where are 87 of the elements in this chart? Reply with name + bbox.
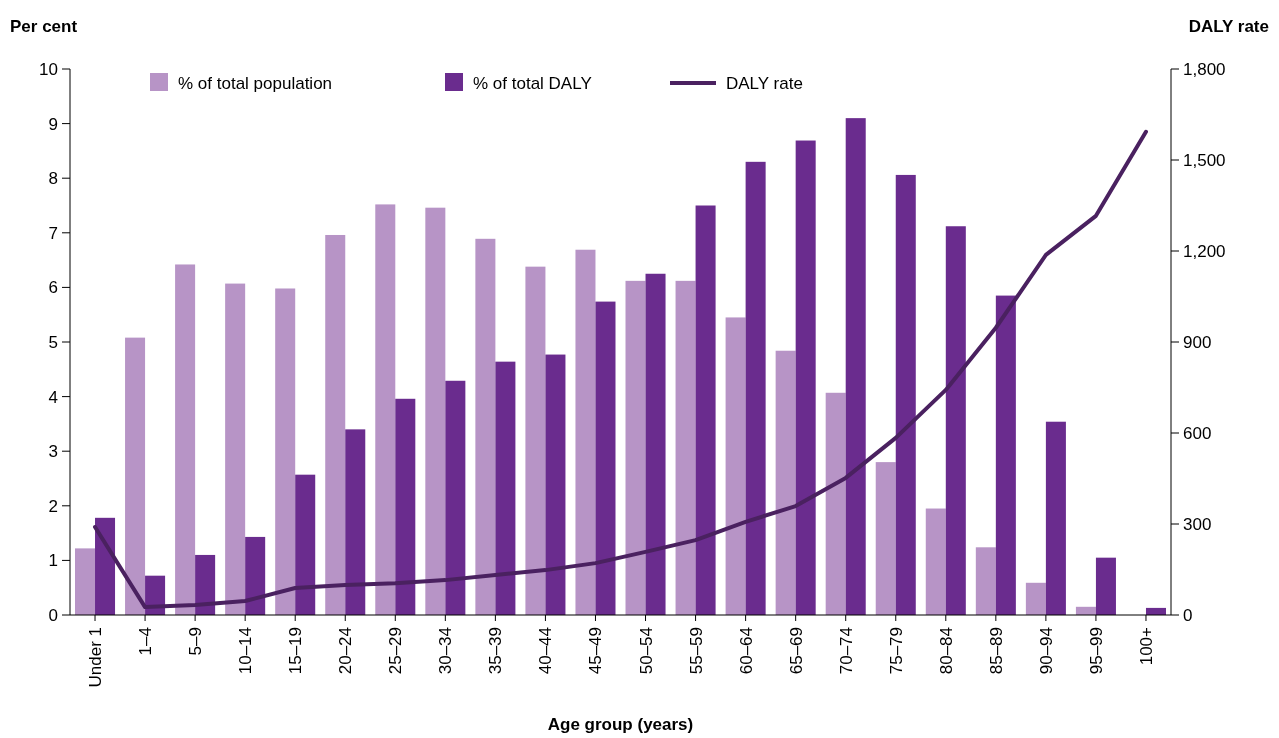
bar — [575, 249, 596, 615]
bar — [195, 554, 216, 615]
y2-tick-label: 300 — [1183, 514, 1212, 534]
x-tick-label: 30–34 — [436, 627, 456, 675]
x-tick-label: 10–14 — [236, 627, 256, 675]
x-tick-label: 65–69 — [786, 627, 806, 675]
x-tick-label: 35–39 — [486, 627, 506, 675]
bar — [595, 301, 616, 615]
bar — [1045, 421, 1066, 615]
bar — [495, 361, 516, 615]
bar — [275, 288, 296, 615]
y-tick-label: 6 — [48, 278, 58, 298]
bar — [425, 207, 446, 615]
bar — [725, 317, 746, 615]
x-tick-label: 60–64 — [736, 627, 756, 675]
bar — [345, 429, 366, 615]
x-tick-label: 1–4 — [136, 627, 156, 656]
x-tick-label: 25–29 — [386, 627, 406, 675]
bar — [645, 273, 666, 615]
y2-tick-label: 600 — [1183, 423, 1212, 443]
legend-label: % of total population — [178, 73, 333, 93]
x-tick-label: 45–49 — [586, 627, 606, 675]
legend-label: DALY rate — [726, 73, 803, 93]
bar — [625, 280, 646, 615]
y2-tick-label: 1,500 — [1183, 150, 1226, 170]
bar — [375, 204, 396, 615]
x-tick-label: 5–9 — [186, 627, 206, 656]
x-axis-title: Age group (years) — [547, 715, 694, 734]
x-tick-label: 50–54 — [636, 627, 656, 675]
x-tick-label: 75–79 — [886, 627, 906, 675]
bar — [545, 354, 566, 615]
x-tick-label: 15–19 — [286, 627, 306, 675]
y-tick-label: 10 — [39, 59, 58, 79]
y2-axis-title: DALY rate — [1188, 17, 1269, 36]
bar — [775, 350, 796, 615]
y2-tick-label: 900 — [1183, 332, 1212, 352]
y-tick-label: 5 — [48, 332, 58, 352]
bar — [525, 266, 546, 615]
bar — [225, 283, 246, 615]
x-tick-label: 20–24 — [336, 627, 356, 675]
bar — [295, 474, 316, 615]
bar — [475, 238, 496, 615]
bar — [945, 226, 966, 615]
bar — [875, 462, 896, 615]
bar — [825, 392, 846, 615]
x-tick-label: 80–84 — [936, 627, 956, 675]
y-tick-label: 0 — [48, 605, 58, 625]
bar — [845, 118, 866, 615]
y2-tick-label: 0 — [1183, 605, 1193, 625]
bar — [675, 280, 696, 615]
y-tick-label: 3 — [48, 442, 58, 462]
bar — [445, 380, 466, 615]
x-tick-label: 100+ — [1136, 626, 1156, 666]
bar — [795, 140, 816, 615]
bar — [395, 398, 416, 615]
x-tick-label: 95–99 — [1086, 627, 1106, 675]
x-tick-label: 40–44 — [536, 627, 556, 675]
y-tick-label: 8 — [48, 169, 58, 189]
bar — [975, 547, 996, 615]
legend-label: % of total DALY — [473, 73, 592, 93]
y2-tick-label: 1,200 — [1183, 241, 1226, 261]
y-tick-label: 7 — [48, 223, 58, 243]
bar — [75, 548, 96, 615]
bar — [245, 536, 266, 615]
y-tick-label: 4 — [48, 387, 58, 407]
x-tick-label: 85–89 — [986, 627, 1006, 675]
bar — [125, 337, 146, 615]
bar — [325, 234, 346, 615]
y-axis-title: Per cent — [10, 17, 78, 36]
y-tick-label: 1 — [48, 551, 58, 571]
bar — [1095, 557, 1116, 615]
bar — [95, 517, 116, 615]
bar — [1025, 582, 1046, 615]
y-tick-label: 2 — [48, 496, 58, 516]
y2-tick-label: 1,800 — [1183, 59, 1226, 79]
x-tick-label: 70–74 — [836, 627, 856, 675]
bar — [175, 264, 196, 615]
bar — [745, 161, 766, 615]
bar — [925, 508, 946, 615]
line-series — [93, 129, 1148, 610]
bar — [695, 205, 716, 615]
x-tick-label: 55–59 — [686, 627, 706, 675]
bar — [895, 174, 916, 615]
x-tick-label: Under 1 — [86, 627, 106, 688]
y-tick-label: 9 — [48, 114, 58, 134]
x-tick-label: 90–94 — [1036, 627, 1056, 675]
bar — [995, 295, 1016, 615]
